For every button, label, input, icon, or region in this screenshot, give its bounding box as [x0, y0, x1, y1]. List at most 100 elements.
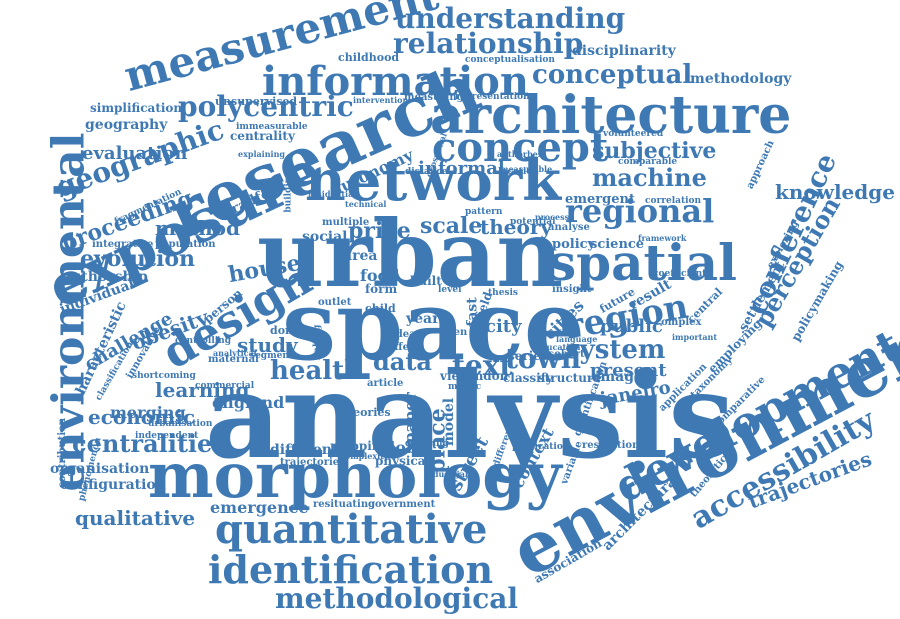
cloud-word: london — [462, 369, 509, 383]
cloud-word: information — [262, 58, 529, 105]
cloud-word: morphology — [148, 439, 562, 512]
cloud-word: insight — [552, 284, 592, 295]
cloud-word: location — [498, 167, 539, 177]
cloud-word: text — [452, 349, 513, 382]
cloud-word: paper — [400, 392, 420, 444]
cloud-word: area — [343, 248, 378, 264]
cloud-word: classify — [503, 371, 553, 385]
cloud-word: mapping — [330, 439, 389, 453]
cloud-word: space — [282, 269, 585, 382]
cloud-word: simplification — [90, 101, 183, 115]
cloud-word: emergent — [565, 192, 635, 207]
cloud-word: centralities — [72, 429, 226, 458]
cloud-word: theories — [340, 406, 391, 419]
cloud-word: concept — [432, 124, 609, 171]
cloud-word: analysis — [205, 346, 735, 485]
cloud-word: health — [270, 356, 364, 386]
cloud-word: multiple — [322, 217, 370, 228]
cloud-word: resolution — [582, 440, 640, 451]
cloud-word: framework — [638, 233, 687, 243]
cloud-word: idea — [392, 329, 416, 340]
cloud-word: child — [365, 302, 396, 315]
cloud-word: education — [536, 342, 581, 352]
cloud-word: thesis — [488, 288, 518, 298]
cloud-word: language — [556, 334, 598, 344]
cloud-word: integrative — [92, 239, 154, 250]
cloud-word: machine — [592, 163, 707, 192]
cloud-word: differing — [405, 439, 449, 449]
cloud-word: public — [600, 316, 663, 337]
cloud-word: maternal — [208, 354, 259, 365]
cloud-word: resituating — [313, 499, 376, 510]
cloud-word: architecture — [430, 85, 792, 146]
cloud-word: image — [595, 369, 643, 385]
cloud-word: quantitative — [215, 506, 488, 553]
cloud-word: coefficient — [653, 269, 707, 279]
cloud-word: relationship — [393, 27, 584, 60]
cloud-word: complexity — [340, 451, 389, 461]
cloud-word: level — [438, 285, 462, 295]
cloud-word: conceptual — [532, 60, 693, 90]
cloud-word: regional — [565, 192, 715, 230]
cloud-word: important — [672, 332, 718, 342]
cloud-word: trajectories — [280, 457, 345, 468]
cloud-word: unsupervised — [215, 95, 298, 108]
cloud-word: understanding — [395, 2, 626, 35]
cloud-word: representation — [455, 92, 530, 102]
cloud-word: town — [505, 342, 582, 375]
cloud-word: immeasurable — [236, 122, 308, 132]
cloud-word: disciplinarity — [572, 43, 676, 59]
cloud-word: methodological — [275, 582, 519, 615]
cloud-word: subjective — [592, 138, 717, 164]
cloud-word: authorbest — [497, 149, 546, 159]
cloud-word: linking — [312, 324, 323, 361]
cloud-word: methodology — [690, 71, 792, 87]
cloud-word: urban — [257, 200, 564, 308]
cloud-word: social — [302, 229, 348, 245]
cloud-word: evolution — [80, 246, 195, 272]
cloud-word: learning — [155, 378, 250, 402]
cloud-word: process — [535, 212, 570, 222]
cloud-word: food — [360, 266, 400, 285]
cloud-word: polycentric — [178, 90, 354, 123]
cloud-word: emergence — [210, 498, 309, 517]
cloud-word: correlation — [645, 196, 702, 206]
cloud-word: england — [212, 393, 285, 412]
cloud-word: measurable — [500, 164, 553, 174]
cloud-word: informal — [418, 158, 505, 179]
cloud-word: explaining — [238, 149, 285, 159]
cloud-word: organisation — [50, 461, 150, 477]
cloud-word: geography — [85, 117, 168, 133]
cloud-word: potential — [510, 217, 556, 227]
cloud-word: merging — [110, 403, 186, 422]
cloud-word: shortcoming — [132, 371, 196, 381]
cloud-word: childhood — [338, 51, 400, 64]
cloud-word: conceptualisation — [465, 55, 555, 65]
cloud-word: series — [508, 349, 548, 363]
cloud-word: theory — [480, 215, 553, 239]
cloud-word: commercial — [195, 381, 255, 391]
cloud-word: approach — [744, 138, 777, 191]
cloud-word: publication — [512, 442, 570, 452]
cloud-word: configuration — [60, 477, 166, 493]
cloud-word: form — [365, 282, 398, 296]
cloud-word: building — [283, 170, 294, 213]
cloud-word: study — [237, 333, 298, 357]
cloud-word: view — [440, 369, 470, 383]
cloud-word: effect — [388, 342, 420, 353]
cloud-word: price — [348, 218, 411, 244]
cloud-word: system — [565, 335, 666, 365]
cloud-word: pattern — [465, 207, 503, 217]
cloud-word: global — [378, 438, 434, 457]
cloud-word: scale — [420, 213, 483, 239]
cloud-word: controlling — [175, 336, 232, 346]
cloud-word: population — [155, 239, 216, 250]
cloud-word: open — [440, 327, 468, 338]
cloud-word: complex — [655, 317, 702, 328]
cloud-word: independent — [135, 431, 199, 441]
cloud-word: government — [368, 499, 436, 510]
cloud-word: different — [270, 442, 339, 458]
cloud-word: method — [155, 216, 240, 240]
cloud-word: data — [373, 347, 432, 376]
